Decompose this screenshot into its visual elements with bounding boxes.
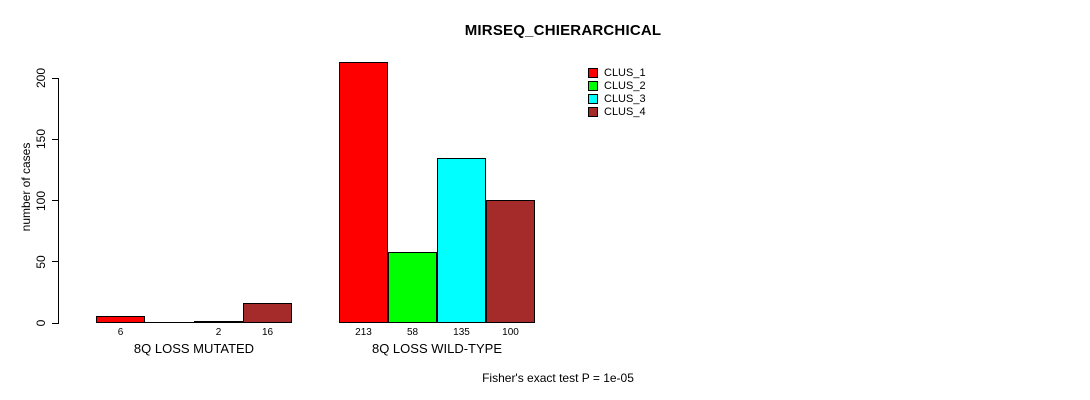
y-axis-tick xyxy=(52,322,59,324)
bar-clus-2-group1-zero xyxy=(145,322,194,323)
y-axis-label: number of cases xyxy=(19,142,33,232)
y-axis-tick xyxy=(52,200,59,201)
legend-item-label: CLUS_2 xyxy=(604,79,646,92)
legend-item-label: CLUS_1 xyxy=(604,66,646,79)
legend-item-label: CLUS_4 xyxy=(604,105,646,118)
bar-value-label: 6 xyxy=(117,327,124,338)
legend-swatch-clus-2 xyxy=(588,80,598,91)
y-axis-tick-label: 0 xyxy=(34,319,48,327)
legend-item-label: CLUS_3 xyxy=(604,92,646,105)
fisher-test-annotation: Fisher's exact test P = 1e-05 xyxy=(482,371,634,385)
bar-value-label: 135 xyxy=(453,327,470,338)
bar-clus-1-group1 xyxy=(96,316,145,323)
bar-clus-1-group2 xyxy=(339,62,388,323)
chart-title: MIRSEQ_CHIERARCHICAL xyxy=(464,22,662,39)
bar-clus-3-group2 xyxy=(437,158,486,323)
bar-clus-4-group1 xyxy=(243,303,292,323)
legend-swatch-clus-1 xyxy=(588,67,598,78)
legend-item: CLUS_3 xyxy=(588,92,646,105)
y-axis-tick-label: 100 xyxy=(34,190,48,211)
y-axis-tick-label: 50 xyxy=(34,255,48,269)
bar-value-label: 100 xyxy=(502,327,519,338)
y-axis-tick xyxy=(52,138,59,140)
legend-swatch-clus-4 xyxy=(588,106,598,117)
bar-value-label: 58 xyxy=(406,327,419,338)
y-axis-tick-label: 150 xyxy=(34,129,48,150)
legend: CLUS_1 CLUS_2 CLUS_3 CLUS_4 xyxy=(588,66,646,118)
y-axis-tick xyxy=(52,261,59,263)
bar-value-label: 213 xyxy=(355,327,372,338)
y-axis-tick xyxy=(52,77,59,79)
bar-value-label: 2 xyxy=(215,327,222,338)
x-group-label: 8Q LOSS MUTATED xyxy=(133,341,255,356)
x-group-label: 8Q LOSS WILD-TYPE xyxy=(371,341,503,356)
legend-swatch-clus-3 xyxy=(588,93,598,104)
bar-clus-3-group1 xyxy=(194,321,243,323)
legend-item: CLUS_2 xyxy=(588,79,646,92)
y-axis-tick-label: 200 xyxy=(34,67,48,89)
bar-clus-2-group2 xyxy=(388,252,437,323)
legend-item: CLUS_4 xyxy=(588,105,646,118)
bar-clus-4-group2 xyxy=(486,200,535,323)
bar-value-label: 16 xyxy=(261,327,274,338)
legend-item: CLUS_1 xyxy=(588,66,646,79)
